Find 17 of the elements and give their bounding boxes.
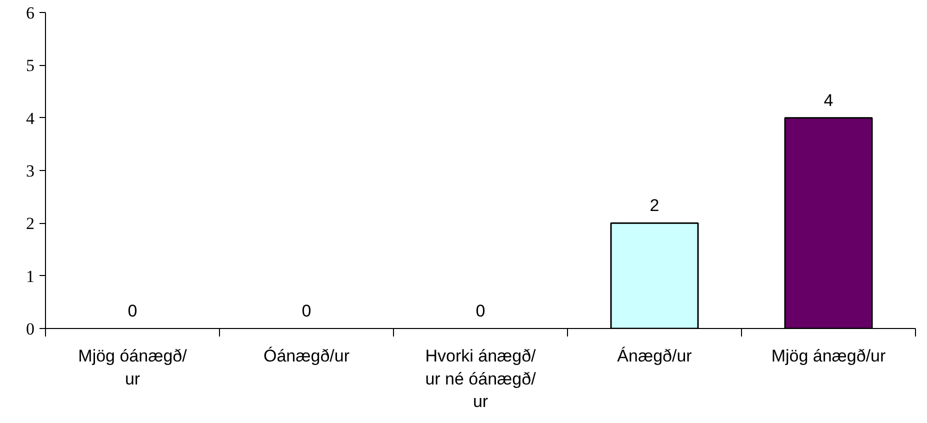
- x-tick-label: Ánægð/ur: [617, 346, 692, 366]
- data-label: 0: [128, 302, 138, 320]
- y-tick-label: 4: [26, 108, 35, 128]
- x-tick-label: Hvorki ánægð/ur né óánægð/ur: [425, 346, 536, 412]
- x-tick-label: Óánægð/ur: [264, 346, 350, 366]
- y-tick-label: 6: [26, 4, 34, 22]
- data-label: 0: [302, 302, 312, 320]
- data-label: 4: [824, 90, 834, 110]
- y-tick-label: 1: [26, 266, 34, 286]
- data-label: 2: [650, 196, 660, 216]
- x-tick-label: Mjög óánægð/ur: [78, 346, 188, 388]
- data-label: 0: [476, 302, 486, 320]
- y-tick-label: 5: [26, 56, 34, 76]
- y-tick-label: 2: [26, 214, 34, 234]
- y-tick-label: 3: [26, 162, 34, 180]
- x-tick-label: Mjög ánægð/ur: [771, 346, 886, 366]
- y-tick-label: 0: [26, 320, 34, 338]
